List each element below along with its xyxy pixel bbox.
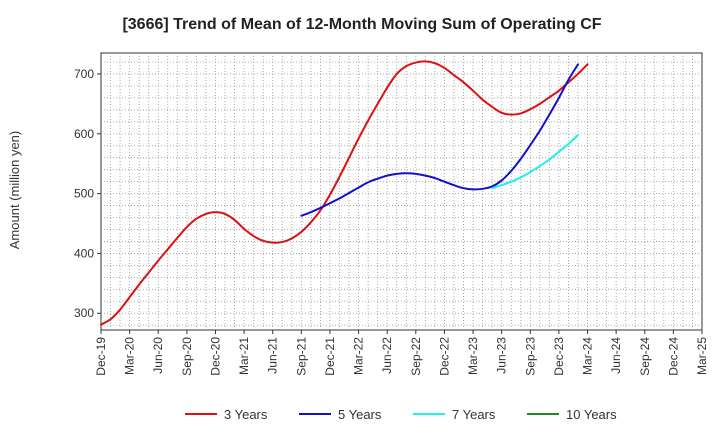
x-tick-label: Mar-22: [352, 337, 366, 375]
chart-title: [3666] Trend of Mean of 12-Month Moving …: [122, 16, 601, 33]
x-tick-label: Jun-23: [495, 337, 509, 374]
legend-label: 5 Years: [338, 407, 382, 422]
x-tick-label: Mar-20: [123, 337, 137, 375]
x-tick-label: Jun-24: [609, 337, 623, 374]
x-tick-label: Dec-23: [552, 337, 566, 376]
x-tick-label: Jun-20: [151, 337, 165, 374]
x-tick-label: Mar-25: [695, 337, 709, 375]
x-tick-label: Sep-24: [638, 337, 652, 376]
legend-label: 10 Years: [566, 407, 617, 422]
legend-label: 7 Years: [452, 407, 496, 422]
y-axis-label: Amount (million yen): [7, 131, 22, 250]
x-tick-label: Sep-23: [523, 337, 537, 376]
legend: 3 Years 5 Years 7 Years 10 Years: [185, 407, 617, 422]
y-axis-ticks: 300 400 500 600 700: [74, 67, 101, 320]
plot-area: [100, 52, 703, 331]
x-tick-label: Jun-22: [380, 337, 394, 374]
x-tick-label: Dec-19: [94, 337, 108, 376]
x-tick-label: Mar-24: [581, 337, 595, 375]
x-tick-label: Sep-22: [409, 337, 423, 376]
y-tick-label: 400: [74, 246, 94, 260]
x-tick-label: Dec-20: [208, 337, 222, 376]
gridlines: [101, 53, 702, 330]
series-line-7-years: [491, 133, 579, 190]
x-axis-ticks: Dec-19 Mar-20 Jun-20 Sep-20 Dec-20 Mar-21 Jun-…: [94, 330, 709, 376]
series-line-3-years: [100, 60, 589, 326]
x-tick-label: Dec-24: [666, 337, 680, 376]
series-line-5-years: [300, 63, 579, 217]
y-tick-label: 700: [74, 67, 94, 81]
x-tick-label: Dec-21: [323, 337, 337, 376]
x-tick-label: Jun-21: [266, 337, 280, 374]
y-tick-label: 500: [74, 187, 94, 201]
x-tick-label: Sep-20: [180, 337, 194, 376]
x-tick-label: Dec-22: [437, 337, 451, 376]
y-tick-label: 600: [74, 127, 94, 141]
series-lines: [100, 60, 589, 326]
x-tick-label: Sep-21: [294, 337, 308, 376]
legend-label: 3 Years: [224, 407, 268, 422]
x-tick-label: Mar-21: [237, 337, 251, 375]
y-tick-label: 300: [74, 306, 94, 320]
x-tick-label: Mar-23: [466, 337, 480, 375]
